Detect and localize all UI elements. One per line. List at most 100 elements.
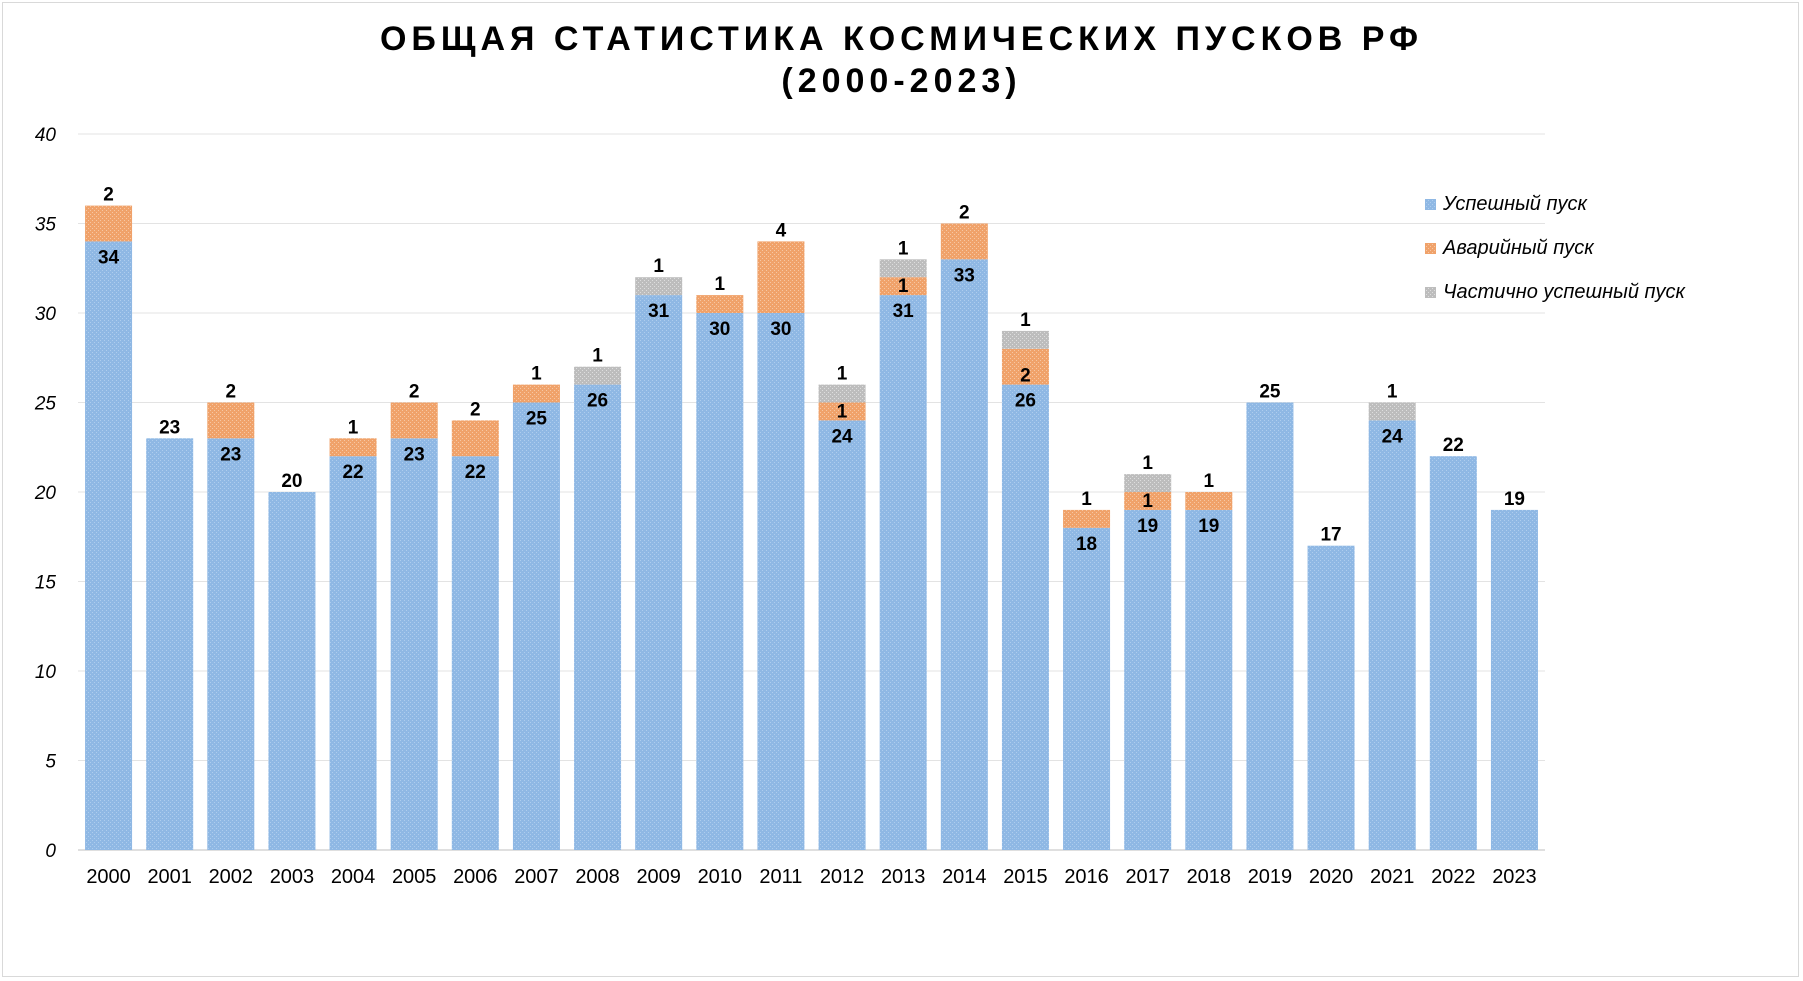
data-label: 2 (959, 203, 970, 224)
bar-segment (268, 492, 316, 850)
data-label: 19 (1198, 516, 1219, 537)
bar-segment (696, 313, 744, 850)
x-tick-label: 2018 (1187, 866, 1232, 888)
data-label: 31 (893, 301, 915, 322)
bar-segment (940, 223, 988, 260)
x-tick-label: 2007 (514, 866, 559, 888)
x-tick-label: 2014 (942, 866, 987, 888)
data-label: 30 (709, 319, 730, 340)
data-label: 22 (1443, 435, 1464, 456)
x-tick-label: 2002 (209, 866, 254, 888)
x-tick-label: 2003 (270, 866, 315, 888)
data-label: 33 (954, 265, 975, 286)
x-tick-label: 2009 (636, 866, 681, 888)
y-tick-label: 0 (45, 841, 56, 862)
y-axis: 0 5 10 15 20 25 30 35 40 (34, 125, 57, 862)
data-label: 24 (1382, 426, 1404, 447)
bar-segment (879, 259, 927, 278)
legend-label: Аварийный пуск (1442, 237, 1595, 259)
bar-segment (329, 456, 377, 850)
bar-segment (757, 313, 805, 850)
bar-segment (207, 438, 255, 850)
data-label: 25 (1259, 382, 1281, 403)
bar-segment (940, 259, 988, 850)
legend-swatch (1425, 243, 1436, 254)
data-label: 2 (1020, 366, 1031, 387)
x-tick-label: 2006 (453, 866, 498, 888)
data-label: 24 (831, 426, 853, 447)
data-label: 1 (1020, 310, 1031, 331)
x-tick-label: 2008 (575, 866, 620, 888)
data-label: 2 (409, 382, 420, 403)
data-label: 31 (648, 301, 670, 322)
bar-segment (451, 420, 499, 457)
x-tick-label: 2005 (392, 866, 437, 888)
data-label: 1 (1142, 491, 1153, 512)
bar-segment (1368, 402, 1416, 421)
bar-segment (85, 205, 133, 242)
data-label: 2 (103, 185, 114, 206)
x-tick-label: 2013 (881, 866, 926, 888)
bar-segment (85, 241, 133, 850)
x-tick-label: 2020 (1309, 866, 1354, 888)
x-tick-label: 2021 (1370, 866, 1415, 888)
x-tick-label: 2022 (1431, 866, 1476, 888)
bar-segment (207, 402, 255, 439)
data-label: 23 (404, 444, 425, 465)
legend-swatch (1425, 199, 1436, 210)
data-label: 26 (587, 391, 608, 412)
legend-label: Частично успешный пуск (1443, 281, 1687, 303)
bar-segment (1307, 545, 1355, 850)
bar-segment (1429, 456, 1477, 850)
data-label: 22 (465, 462, 486, 483)
data-label: 1 (1081, 489, 1092, 510)
x-tick-label: 2016 (1064, 866, 1109, 888)
bar-segment (818, 384, 866, 403)
data-label: 26 (1015, 391, 1036, 412)
bar-segment (1124, 509, 1172, 850)
bar-segment (1001, 348, 1049, 385)
bar-segment (390, 438, 438, 850)
data-label: 1 (898, 238, 909, 259)
chart-title: ОБЩАЯ СТАТИСТИКА КОСМИЧЕСКИХ ПУСКОВ РФ (379, 20, 1424, 58)
data-label: 1 (837, 364, 848, 385)
data-label: 2 (226, 382, 237, 403)
bar-segment (879, 295, 927, 851)
data-label: 1 (715, 274, 726, 295)
data-label: 34 (98, 247, 120, 268)
legend-label: Успешный пуск (1442, 193, 1588, 215)
x-tick-label: 2012 (820, 866, 865, 888)
bar-segment (329, 438, 377, 457)
bar-segment (1185, 509, 1233, 850)
bar-segment (512, 384, 560, 403)
bar-segment (1063, 527, 1111, 850)
data-label: 22 (342, 462, 363, 483)
gridlines (78, 133, 1545, 851)
x-tick-label: 2004 (331, 866, 376, 888)
bar-segment (451, 456, 499, 850)
bar-segment (818, 420, 866, 850)
bar-segment (1246, 402, 1294, 850)
bar-segment (574, 384, 622, 850)
chart-title-block: ОБЩАЯ СТАТИСТИКА КОСМИЧЕСКИХ ПУСКОВ РФ (… (0, 18, 1803, 102)
data-label: 20 (281, 471, 302, 492)
legend-swatch (1425, 287, 1436, 298)
data-label: 1 (653, 256, 664, 277)
data-label: 1 (1204, 471, 1215, 492)
x-tick-label: 2011 (759, 866, 802, 888)
bar-segment (1124, 474, 1172, 492)
bar-segment (1001, 330, 1049, 349)
x-tick-label: 2015 (1003, 866, 1048, 888)
data-label: 1 (898, 276, 909, 297)
bar-segment (635, 295, 683, 851)
y-tick-label: 15 (35, 573, 57, 594)
bar-segment (696, 295, 744, 313)
data-label: 25 (526, 409, 548, 430)
data-label: 1 (1142, 453, 1153, 474)
y-tick-label: 30 (35, 304, 57, 325)
y-tick-label: 35 (35, 215, 57, 236)
data-label: 1 (531, 364, 542, 385)
bar-segment (1124, 492, 1172, 510)
